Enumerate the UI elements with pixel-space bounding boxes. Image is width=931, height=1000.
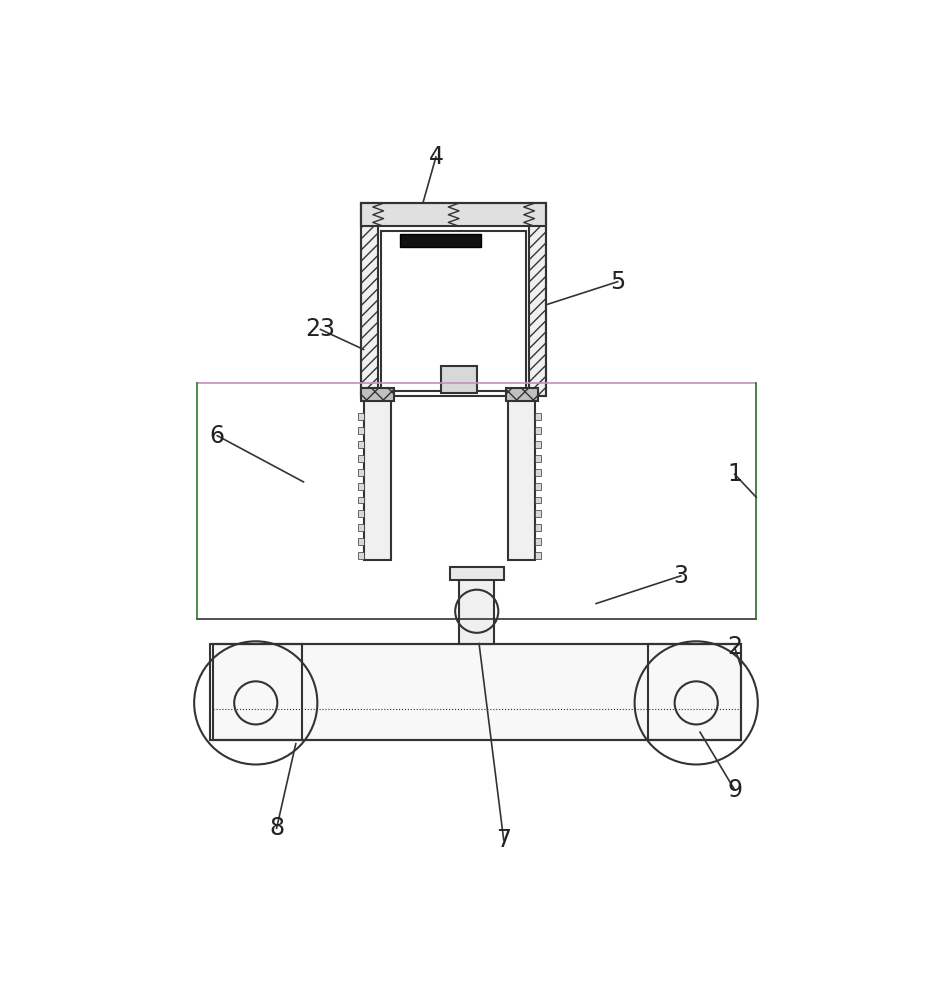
Bar bbox=[535, 552, 541, 559]
Bar bbox=[361, 203, 546, 396]
Bar bbox=[358, 469, 364, 476]
Bar bbox=[529, 203, 546, 396]
Bar bbox=[440, 366, 477, 393]
Bar bbox=[508, 396, 535, 560]
Bar bbox=[535, 441, 541, 448]
Bar bbox=[358, 497, 364, 503]
Bar bbox=[535, 455, 541, 462]
Bar bbox=[535, 497, 541, 503]
Text: 1: 1 bbox=[727, 462, 742, 486]
Bar bbox=[358, 524, 364, 531]
Bar bbox=[358, 538, 364, 545]
Bar bbox=[358, 427, 364, 434]
Text: 23: 23 bbox=[305, 317, 335, 341]
Bar bbox=[450, 567, 504, 580]
Bar bbox=[358, 441, 364, 448]
Bar bbox=[361, 203, 378, 396]
Text: 3: 3 bbox=[673, 564, 688, 588]
Bar bbox=[506, 388, 538, 401]
Bar bbox=[209, 644, 302, 740]
Bar bbox=[649, 644, 741, 740]
Bar bbox=[358, 552, 364, 559]
Bar bbox=[535, 483, 541, 490]
Text: 6: 6 bbox=[209, 424, 224, 448]
Bar bbox=[358, 413, 364, 420]
Text: 5: 5 bbox=[610, 270, 626, 294]
Bar bbox=[361, 388, 394, 401]
Bar bbox=[535, 524, 541, 531]
Text: 7: 7 bbox=[496, 828, 511, 852]
Bar bbox=[361, 203, 546, 226]
Text: 2: 2 bbox=[727, 635, 742, 659]
Bar bbox=[459, 578, 494, 644]
Bar bbox=[212, 644, 741, 740]
Text: 4: 4 bbox=[428, 145, 443, 169]
Bar bbox=[358, 510, 364, 517]
Bar bbox=[358, 455, 364, 462]
Bar bbox=[535, 427, 541, 434]
Bar bbox=[535, 538, 541, 545]
Bar bbox=[535, 413, 541, 420]
Bar bbox=[535, 510, 541, 517]
Bar bbox=[364, 396, 390, 560]
Bar bbox=[535, 469, 541, 476]
Bar bbox=[382, 231, 526, 391]
Bar bbox=[358, 483, 364, 490]
Bar bbox=[399, 234, 480, 247]
Text: 9: 9 bbox=[727, 778, 742, 802]
Text: 8: 8 bbox=[269, 816, 284, 840]
